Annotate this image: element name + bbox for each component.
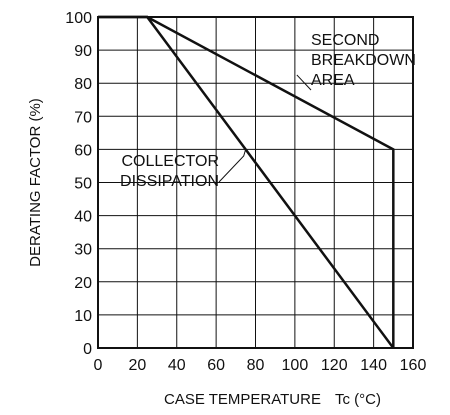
y-tick-label: 30 [74,242,92,259]
x-tick-label: 100 [282,357,309,374]
tick-labels: 0 20 40 60 80 100 120 140 160 0 10 20 30 40 50 60 70 80 90… [65,10,426,374]
annotation-leader [296,74,312,91]
y-tick-label: 40 [74,209,92,226]
x-tick-label: 60 [207,357,225,374]
plot-frame [97,16,414,349]
x-tick-label: 80 [247,357,265,374]
x-tick-label: 20 [128,357,146,374]
y-tick-label: 10 [74,308,92,325]
x-tick-label: 40 [168,357,186,374]
y-tick-label: 80 [74,76,92,93]
x-tick-label: 140 [360,357,387,374]
annotations: SECOND BREAKDOWN AREA COLLECTOR DISSIPATION [120,32,416,190]
x-tick-label: 120 [321,357,348,374]
annotation-text: BREAKDOWN [311,52,416,69]
y-axis-label: DERATING FACTOR (%) [27,98,44,267]
annotation-leader [218,149,247,183]
annotation-text: AREA [311,72,355,89]
y-tick-label: 90 [74,43,92,60]
annotation-text: DISSIPATION [120,173,219,190]
grid [98,17,413,348]
y-tick-label: 20 [74,275,92,292]
x-tick-label: 0 [94,357,103,374]
x-axis-symbol: Tc (°C) [335,391,381,408]
annotation-text: COLLECTOR [121,153,219,170]
y-tick-label: 60 [74,142,92,159]
y-tick-label: 50 [74,176,92,193]
annotation-text: SECOND [311,32,379,49]
y-tick-label: 0 [83,341,92,358]
x-axis-label: CASE TEMPERATURE [164,391,321,408]
x-tick-label: 160 [400,357,427,374]
y-tick-label: 100 [65,10,92,27]
y-tick-label: 70 [74,109,92,126]
